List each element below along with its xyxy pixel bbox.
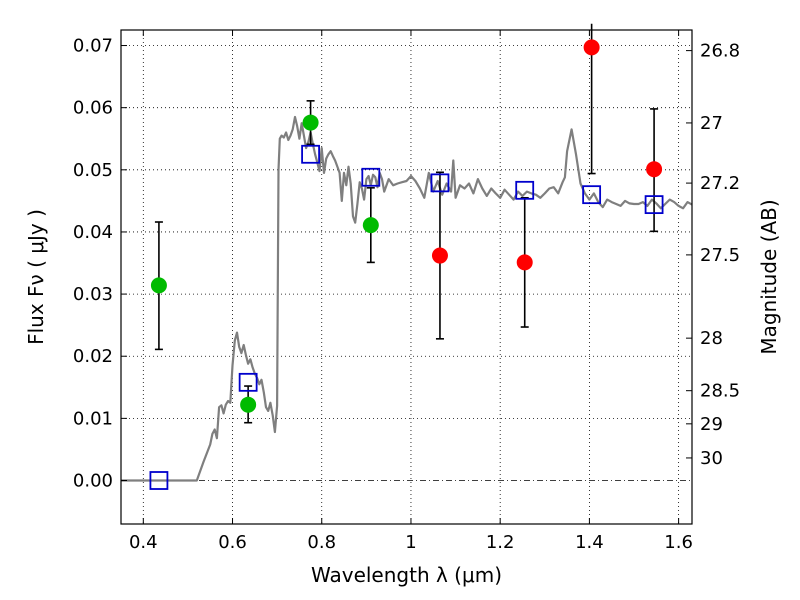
x-tick-label: 1.2 bbox=[486, 532, 515, 553]
model-photometry-point bbox=[238, 372, 258, 392]
model-photometry-point bbox=[149, 471, 169, 490]
model-spectrum-line bbox=[121, 115, 693, 482]
data-point bbox=[240, 396, 257, 413]
y-tick-label: 0.06 bbox=[73, 98, 113, 119]
y2-tick-label: 28.5 bbox=[700, 381, 740, 402]
data-point bbox=[646, 161, 663, 178]
y2-axis-label: Magnitude (AB) bbox=[757, 199, 781, 354]
y-tick-label: 0.04 bbox=[73, 222, 113, 243]
data-point bbox=[302, 114, 319, 131]
model-photometry-point bbox=[644, 195, 664, 215]
data-point bbox=[516, 254, 533, 271]
x-tick-label: 1.6 bbox=[664, 532, 693, 553]
y-tick-label: 0.07 bbox=[73, 36, 113, 57]
grid bbox=[121, 30, 692, 524]
y2-tick-label: 27.5 bbox=[700, 245, 740, 266]
y2-tick-label: 26.8 bbox=[700, 41, 740, 62]
y-tick-label: 0.00 bbox=[73, 471, 113, 492]
y2-tick-label: 30 bbox=[700, 448, 723, 469]
x-tick-label: 0.6 bbox=[218, 532, 247, 553]
photometry-points bbox=[149, 23, 664, 490]
y2-tick-label: 28 bbox=[700, 328, 723, 349]
y2-tick-label: 27 bbox=[700, 113, 723, 134]
x-tick-label: 1.4 bbox=[575, 532, 604, 553]
plot-frame bbox=[120, 29, 693, 525]
y-tick-label: 0.02 bbox=[73, 346, 113, 367]
model-photometry-point bbox=[582, 185, 602, 205]
y-tick-label: 0.01 bbox=[73, 408, 113, 429]
y-axis-label: Flux Fν ( μJy ) bbox=[24, 209, 48, 345]
data-point bbox=[362, 217, 379, 234]
x-tick-label: 1 bbox=[405, 532, 416, 553]
y2-tick-label: 29 bbox=[700, 414, 723, 435]
model-photometry-point bbox=[301, 144, 320, 164]
model-spectrum bbox=[121, 115, 693, 482]
data-point bbox=[583, 39, 600, 56]
y-tick-label: 0.03 bbox=[73, 284, 113, 305]
x-tick-label: 0.8 bbox=[307, 532, 336, 553]
x-tick-label: 0.4 bbox=[129, 532, 158, 553]
y-tick-label: 0.05 bbox=[73, 160, 113, 181]
model-photometry-point bbox=[515, 180, 535, 200]
model-photometry-point bbox=[361, 167, 381, 187]
data-point bbox=[150, 277, 167, 294]
model-photometry-point bbox=[430, 173, 450, 193]
axis-ticks: 0.4 0.6 0.8 1 1.2 1.4 1.6 0.00 0.01 0.02 0.03 0.04 0… bbox=[73, 30, 740, 553]
x-axis-label: Wavelength λ (μm) bbox=[311, 563, 502, 587]
y2-tick-label: 27.2 bbox=[700, 173, 740, 194]
data-point bbox=[431, 247, 448, 264]
